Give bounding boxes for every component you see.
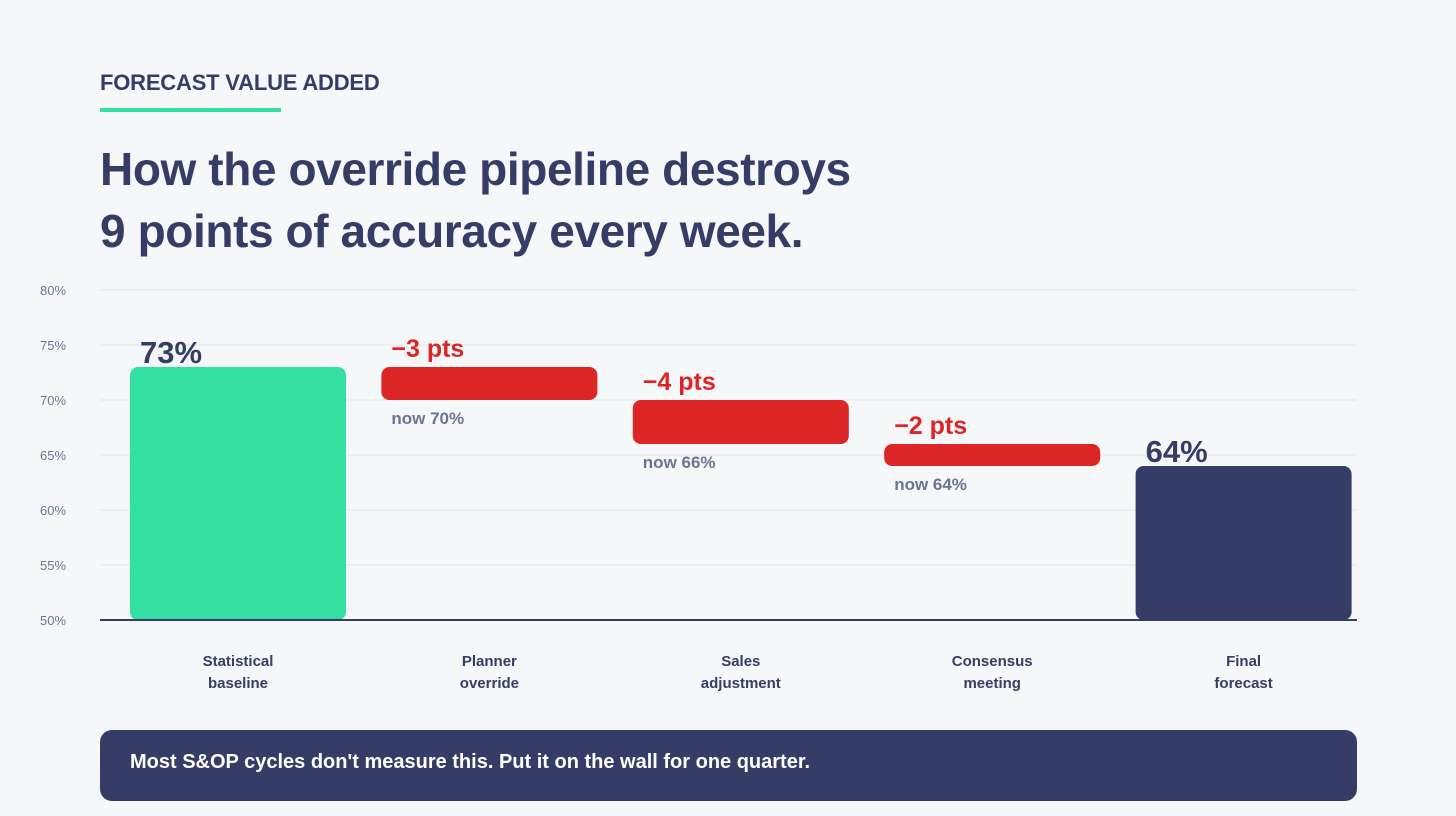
y-tick-label: 50% [40,613,66,628]
running-total-note: now 66% [643,453,716,472]
total-bar [1135,466,1352,620]
category-label: override [460,675,519,692]
total-bar [130,367,346,620]
title-line-2: 9 points of accuracy every week. [100,205,804,257]
page-title: How the override pipeline destroys 9 poi… [100,138,851,262]
running-total-note: now 64% [894,475,967,494]
category-label: meeting [963,675,1021,692]
delta-value-label: −4 pts [643,368,716,396]
category-label: Final [1226,653,1261,670]
y-tick-label: 55% [40,558,66,573]
waterfall-chart: 50% 55% 60% 65% 70% 75% 80% 73% Statistical basel… [40,283,1357,692]
delta-bar [632,400,849,444]
running-total-note: now 70% [391,409,464,428]
delta-bar [884,444,1101,466]
eyebrow-underline [100,108,281,112]
delta-bar [381,367,598,400]
y-tick-label: 75% [40,338,66,353]
callout-banner: Most S&OP cycles don't measure this. Put… [100,730,1357,801]
category-label: Sales [721,653,760,670]
bar-value-label: 73% [140,335,202,370]
title-line-1: How the override pipeline destroys [100,143,851,195]
category-label: Planner [462,653,517,670]
y-tick-label: 80% [40,283,66,298]
category-label: Consensus [952,653,1033,670]
delta-value-label: −2 pts [894,412,967,440]
y-tick-label: 70% [40,393,66,408]
category-label: adjustment [701,675,781,692]
category-label: baseline [208,675,268,692]
eyebrow-label: FORECAST VALUE ADDED [100,70,380,95]
category-label: Statistical [203,653,274,670]
bar-value-label: 64% [1146,434,1208,469]
category-label: forecast [1214,675,1272,692]
y-tick-label: 60% [40,503,66,518]
delta-value-label: −3 pts [391,335,464,363]
y-tick-label: 65% [40,448,66,463]
callout-text: Most S&OP cycles don't measure this. Put… [130,751,811,773]
